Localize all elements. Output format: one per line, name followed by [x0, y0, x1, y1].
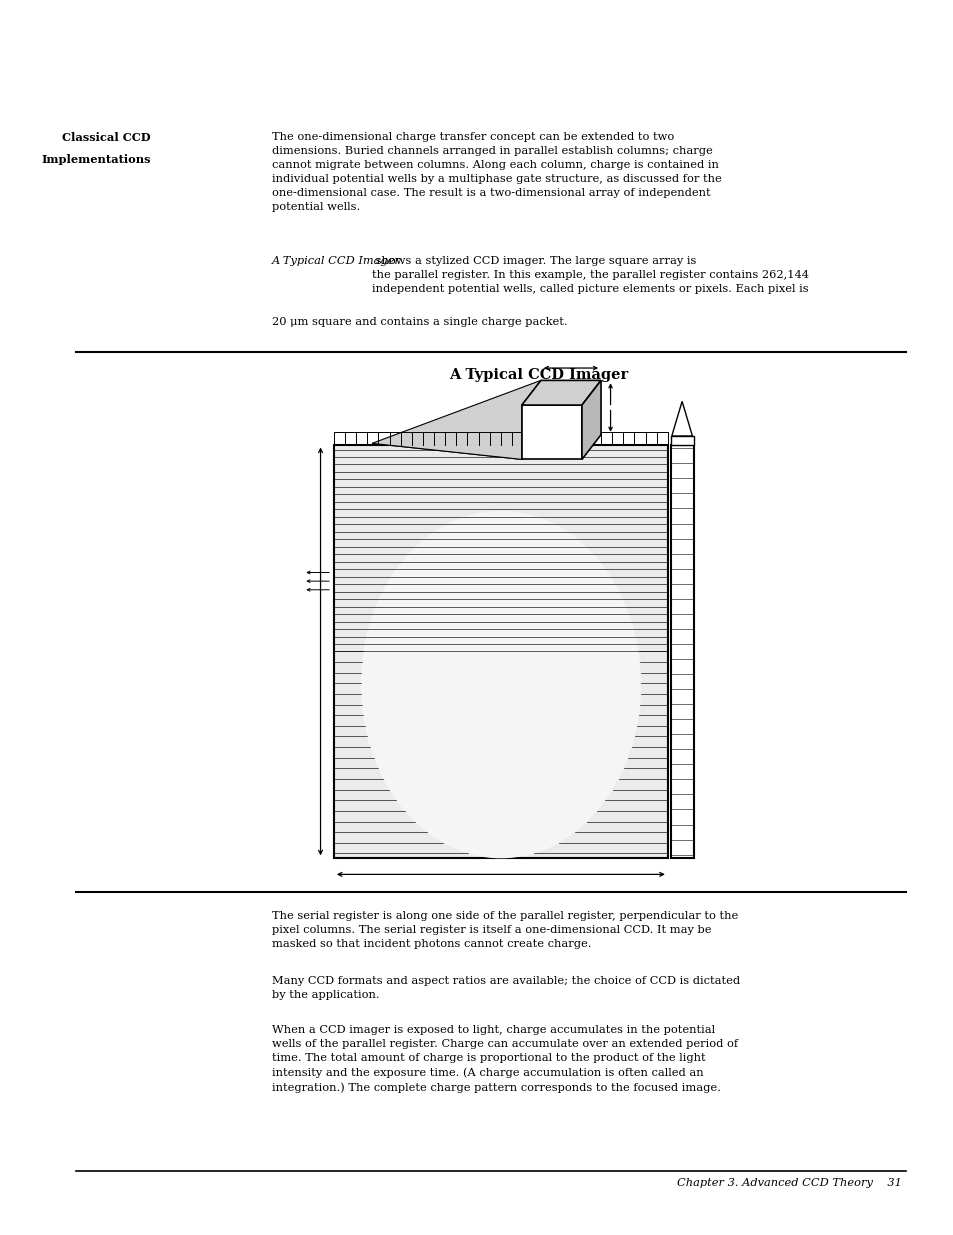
Text: The one-dimensional charge transfer concept can be extended to two
dimensions. B: The one-dimensional charge transfer conc…: [272, 132, 720, 212]
Text: 20 μm square and contains a single charge packet.: 20 μm square and contains a single charg…: [272, 317, 567, 327]
Bar: [334, 445, 667, 858]
Text: shows a stylized CCD imager. The large square array is
the parallel register. In: shows a stylized CCD imager. The large s…: [372, 256, 808, 294]
Polygon shape: [372, 435, 600, 459]
Text: Chapter 3. Advanced CCD Theory    31: Chapter 3. Advanced CCD Theory 31: [676, 1178, 901, 1188]
Text: A Typical CCD Imager: A Typical CCD Imager: [272, 256, 400, 266]
Ellipse shape: [360, 511, 640, 858]
Text: Classical CCD: Classical CCD: [62, 132, 151, 143]
Text: A Typical CCD Imager: A Typical CCD Imager: [449, 368, 628, 382]
Polygon shape: [581, 380, 600, 459]
Bar: [670, 436, 693, 445]
Text: The serial register is along one side of the parallel register, perpendicular to: The serial register is along one side of…: [272, 911, 738, 950]
Text: Implementations: Implementations: [41, 154, 151, 165]
Polygon shape: [671, 401, 692, 436]
Bar: [521, 405, 581, 459]
Bar: [670, 445, 693, 858]
Polygon shape: [372, 380, 540, 459]
Text: Many CCD formats and aspect ratios are available; the choice of CCD is dictated
: Many CCD formats and aspect ratios are a…: [272, 976, 740, 999]
Text: When a CCD imager is exposed to light, charge accumulates in the potential
wells: When a CCD imager is exposed to light, c…: [272, 1025, 738, 1093]
Polygon shape: [521, 380, 600, 405]
